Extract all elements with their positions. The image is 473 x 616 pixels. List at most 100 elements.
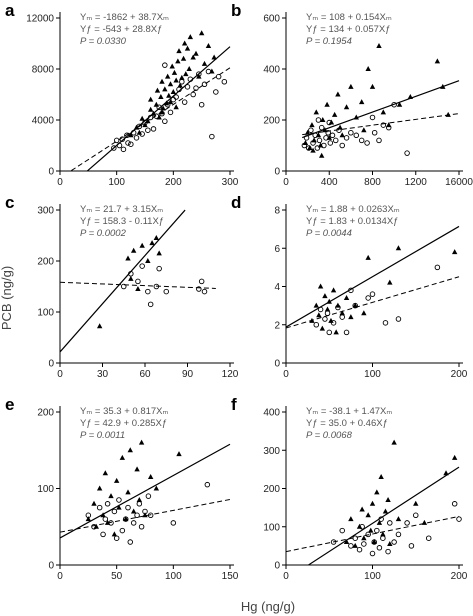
point-female — [385, 548, 391, 555]
fit-line-male — [86, 46, 231, 171]
point-female — [190, 91, 196, 98]
point-male — [322, 293, 328, 299]
point-male — [395, 245, 402, 251]
point-female — [434, 264, 441, 271]
x-tick-label: 400 — [321, 177, 338, 188]
point-male — [184, 45, 191, 51]
point-female — [120, 146, 127, 153]
x-tick-label: 120 — [222, 369, 239, 380]
point-male — [335, 302, 341, 308]
point-male — [322, 127, 328, 133]
equation-male: Yₘ = 21.7 + 3.15Xₘ — [80, 204, 163, 215]
equation-female: Yƒ = 35.0 + 0.46Xƒ — [306, 418, 388, 429]
point-male — [451, 454, 458, 460]
p-value: P = 0.0002 — [80, 228, 127, 239]
point-male — [193, 50, 199, 56]
point-female — [181, 99, 188, 105]
fit-line-male — [286, 225, 460, 328]
point-male — [313, 109, 319, 115]
point-male — [316, 312, 322, 318]
x-tick-label: 0 — [283, 177, 289, 188]
point-female — [369, 291, 376, 297]
point-male — [376, 519, 383, 525]
point-female — [127, 539, 134, 545]
point-male — [376, 43, 382, 49]
point-male — [333, 329, 339, 335]
point-male — [159, 78, 165, 84]
point-female — [353, 132, 360, 139]
y-tick-label: 200 — [263, 484, 280, 495]
x-tick-label: 800 — [364, 177, 381, 188]
y-tick-label: 300 — [37, 206, 54, 217]
y-tick-label: 0 — [48, 167, 54, 178]
point-female — [325, 129, 331, 136]
point-female — [156, 104, 162, 110]
point-female — [408, 543, 415, 549]
point-female — [167, 109, 174, 116]
point-male — [130, 247, 137, 253]
x-tick-label: 200 — [451, 369, 468, 380]
point-male — [339, 132, 345, 138]
point-male — [371, 539, 377, 545]
point-male — [116, 504, 122, 510]
point-female — [322, 316, 328, 322]
point-male — [111, 531, 118, 537]
equation-female: Yƒ = 134 + 0.057Xƒ — [306, 24, 391, 35]
point-male — [326, 298, 332, 304]
x-axis-title: Hg (ng/g) — [241, 599, 295, 614]
point-male — [85, 516, 92, 522]
fit-line-male — [60, 209, 186, 353]
point-male — [326, 134, 332, 140]
y-tick-label: 4 — [274, 282, 280, 293]
equation-female: Yƒ = 158.3 - 0.11Xƒ — [80, 216, 164, 227]
point-female — [162, 118, 168, 125]
point-male — [361, 310, 367, 316]
point-male — [387, 540, 393, 546]
point-male — [104, 519, 111, 525]
point-female — [404, 150, 410, 156]
point-female — [134, 512, 140, 519]
point-male — [335, 91, 341, 97]
panel-letter: e — [5, 395, 14, 414]
point-female — [303, 135, 310, 141]
point-female — [128, 141, 134, 147]
point-female — [395, 316, 402, 322]
point-male — [136, 496, 143, 502]
point-female — [147, 114, 154, 121]
point-male — [369, 83, 376, 89]
point-male — [171, 69, 178, 75]
point-male — [443, 470, 449, 476]
point-female — [120, 283, 127, 290]
point-female — [193, 85, 199, 91]
point-male — [145, 118, 151, 124]
point-female — [404, 520, 410, 526]
x-tick-label: 100 — [165, 571, 182, 582]
point-female — [365, 531, 371, 538]
x-tick-label: 30 — [97, 369, 109, 380]
point-male — [386, 122, 392, 128]
x-tick-label: 0 — [57, 571, 63, 582]
point-female — [348, 129, 354, 136]
point-male — [153, 235, 160, 241]
point-male — [186, 66, 192, 71]
point-male — [128, 132, 134, 138]
equation-female: Yƒ = 1.83 + 0.0134Xƒ — [306, 216, 398, 227]
point-female — [425, 535, 432, 541]
y-tick-label: 200 — [263, 116, 280, 127]
x-tick-label: 90 — [182, 369, 194, 380]
point-female — [125, 140, 131, 146]
point-female — [130, 129, 137, 136]
point-female — [352, 535, 358, 541]
point-male — [100, 512, 106, 518]
equation-male: Yₘ = 108 + 0.154Xₘ — [306, 12, 392, 23]
point-female — [391, 101, 397, 108]
point-male — [167, 99, 174, 105]
point-female — [326, 329, 333, 336]
point-female — [147, 301, 154, 308]
p-value: P = 0.0330 — [80, 36, 127, 47]
point-female — [308, 127, 314, 133]
y-tick-label: 200 — [37, 257, 54, 268]
point-male — [348, 314, 354, 320]
p-value: P = 0.0044 — [306, 228, 352, 239]
